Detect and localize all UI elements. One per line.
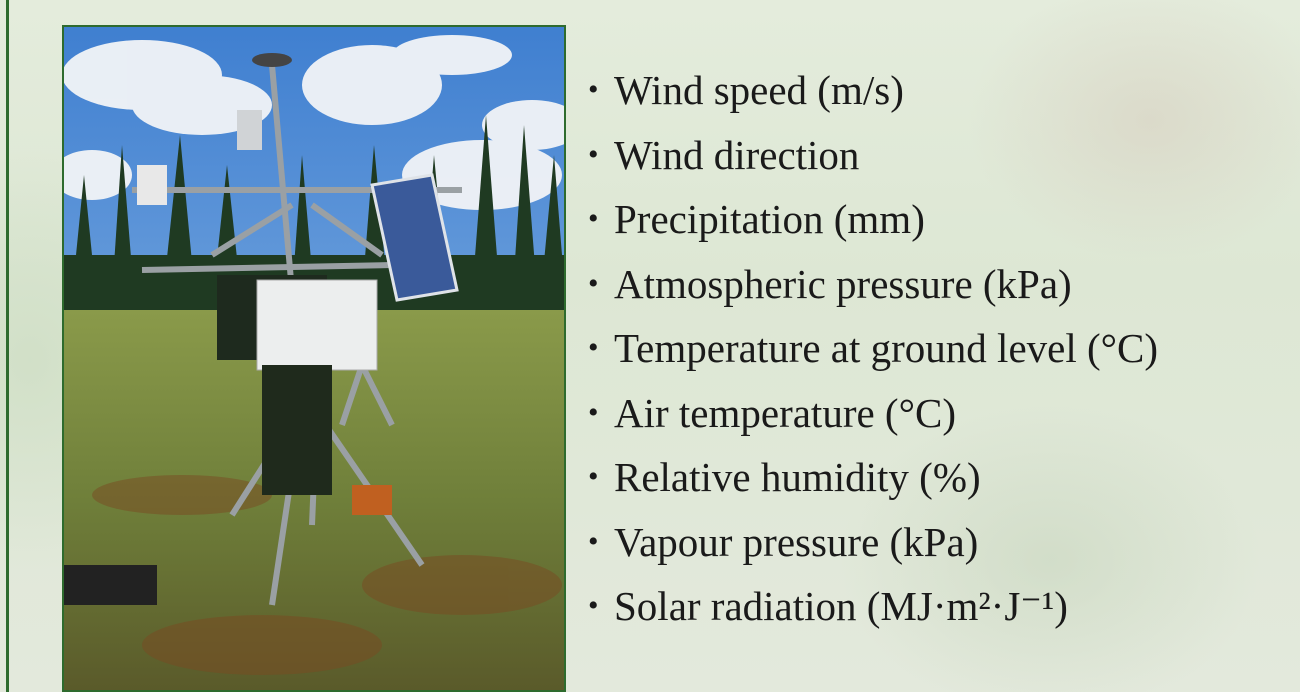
photo [62, 25, 566, 692]
bullet-item: Solar radiation (MJ·m²·J⁻¹) [588, 574, 1158, 639]
edge-line [6, 0, 9, 692]
bullet-list: Wind speed (m/s)Wind directionPrecipitat… [588, 58, 1158, 639]
bullet-item: Vapour pressure (kPa) [588, 510, 1158, 575]
bullet-item: Relative humidity (%) [588, 445, 1158, 510]
bullet-item: Wind speed (m/s) [588, 58, 1158, 123]
bullet-item: Temperature at ground level (°C) [588, 316, 1158, 381]
bullet-item: Wind direction [588, 123, 1158, 188]
bullet-item: Atmospheric pressure (kPa) [588, 252, 1158, 317]
bullet-item: Precipitation (mm) [588, 187, 1158, 252]
bullet-item: Air temperature (°C) [588, 381, 1158, 446]
